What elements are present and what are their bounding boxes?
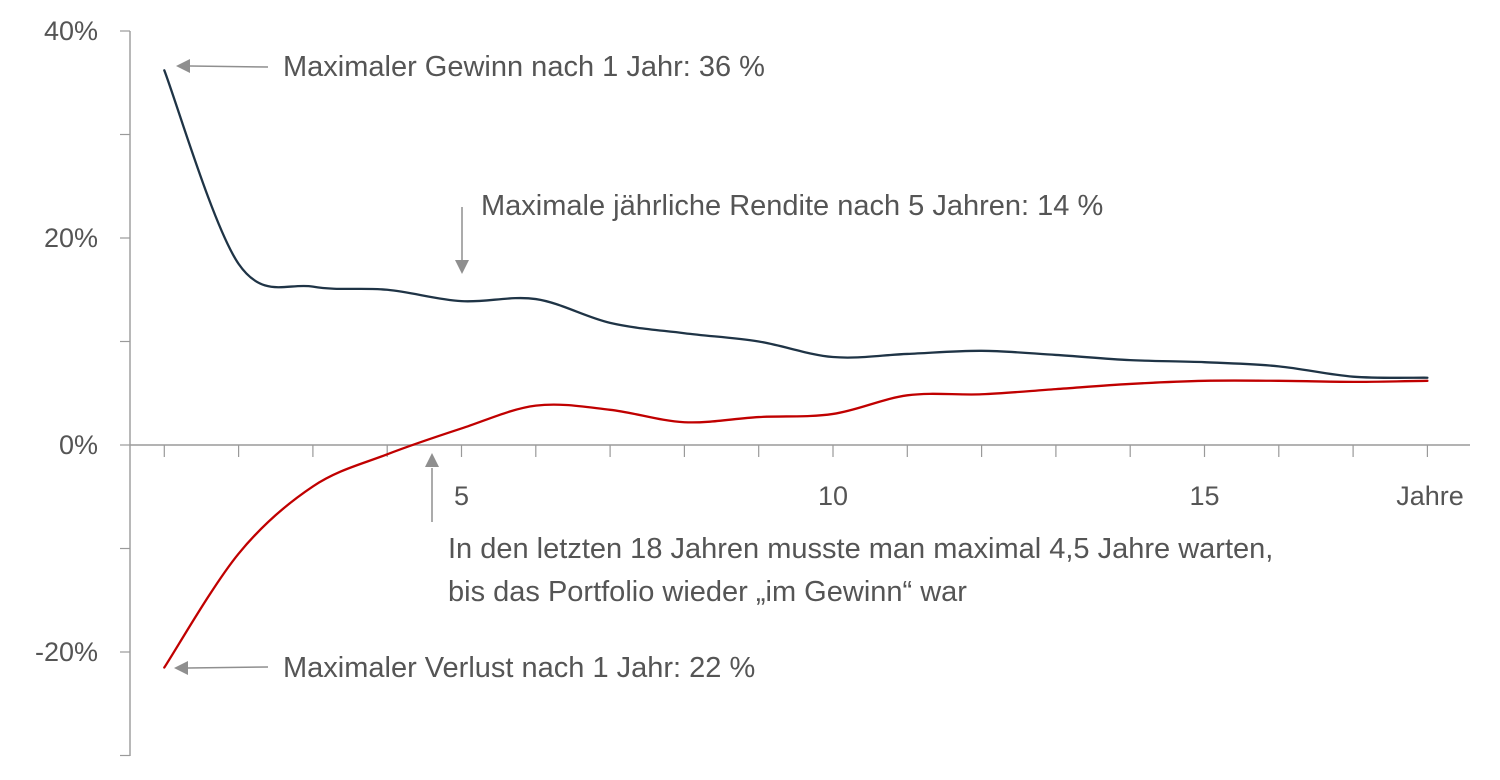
max-loss-annotation: Maximaler Verlust nach 1 Jahr: 22 % bbox=[283, 652, 755, 684]
x-axis-label: Jahre bbox=[1396, 481, 1464, 511]
x-tick-label: 10 bbox=[818, 481, 848, 511]
max-return-5y-annotation: Maximale jährliche Rendite nach 5 Jahren… bbox=[481, 190, 1103, 222]
x-tick-label: 15 bbox=[1189, 481, 1219, 511]
y-tick-label: -20% bbox=[35, 637, 98, 667]
y-tick-label: 40% bbox=[44, 16, 98, 46]
series-layer bbox=[163, 69, 1429, 669]
wait-time-annotation-line-2: bis das Portfolio wieder „im Gewinn“ war bbox=[448, 576, 967, 608]
max-gain-arrow-line bbox=[189, 65, 269, 68]
y-ticks-group: 40% 20% 0% -20% bbox=[35, 16, 130, 757]
axes-layer bbox=[129, 31, 1470, 756]
max-return-5y-arrow-head bbox=[455, 260, 469, 274]
x-tick-label: 5 bbox=[454, 481, 469, 511]
max-gain-arrow-head bbox=[176, 59, 190, 73]
wait-time-annotation-line-1: In den letzten 18 Jahren musste man maxi… bbox=[448, 533, 1273, 565]
y-tick-label: 20% bbox=[44, 223, 98, 253]
x-ticks-group: 5 10 15 bbox=[163, 445, 1429, 511]
y-tick-label: 0% bbox=[59, 430, 98, 460]
max-gain-annotation: Maximaler Gewinn nach 1 Jahr: 36 % bbox=[283, 51, 765, 83]
max-loss-arrow-head bbox=[174, 661, 188, 675]
lower-return-line bbox=[163, 379, 1429, 669]
wait-time-arrow-head bbox=[425, 453, 439, 467]
upper-return-line bbox=[163, 69, 1429, 379]
annotation-layer: Maximaler Gewinn nach 1 Jahr: 36 % Maxim… bbox=[174, 51, 1273, 684]
max-loss-arrow-line bbox=[187, 666, 269, 669]
